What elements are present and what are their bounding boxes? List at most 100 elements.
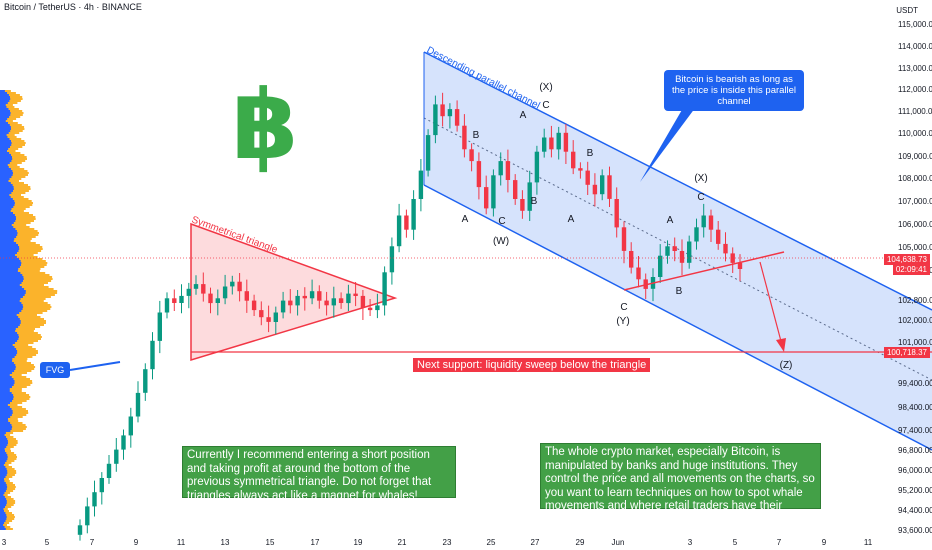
profile-bar <box>0 480 10 482</box>
profile-bar-blue <box>0 148 9 150</box>
candle-body <box>77 525 83 535</box>
profile-bar <box>0 336 42 338</box>
profile-bar-blue <box>0 204 15 206</box>
profile-bar <box>0 116 21 118</box>
profile-bar <box>0 156 27 158</box>
profile-bar <box>0 172 29 174</box>
profile-bar <box>0 298 46 300</box>
profile-bar-blue <box>0 176 12 178</box>
candle-body <box>280 300 286 313</box>
candle-body <box>273 312 278 322</box>
profile-bar <box>0 354 37 356</box>
wave-label: (X) <box>694 173 707 184</box>
profile-bar-blue <box>0 370 15 372</box>
profile-bar-blue <box>0 242 17 244</box>
profile-bar <box>0 300 44 302</box>
profile-bar-blue <box>0 488 7 490</box>
candle-body <box>382 272 387 306</box>
candle-body <box>346 293 351 304</box>
candle-body <box>164 298 170 313</box>
profile-bar-blue <box>0 450 5 452</box>
profile-bar-blue <box>0 206 14 208</box>
profile-bar <box>0 522 10 524</box>
y-tick-label: 113,000.00 <box>898 64 932 73</box>
profile-bar <box>0 498 14 500</box>
x-tick-label: 29 <box>576 538 585 547</box>
candle-body <box>222 286 228 299</box>
profile-bar-blue <box>0 418 8 420</box>
profile-bar-blue <box>0 280 23 282</box>
profile-bar-blue <box>0 188 14 190</box>
profile-bar <box>0 436 14 438</box>
profile-bar <box>0 252 38 254</box>
profile-bar-blue <box>0 238 15 240</box>
profile-bar <box>0 124 22 126</box>
profile-bar <box>0 236 36 238</box>
candle-body <box>128 416 133 436</box>
profile-bar <box>0 380 33 382</box>
profile-bar <box>0 198 29 200</box>
profile-bar-blue <box>0 194 10 196</box>
profile-bar-blue <box>0 514 7 516</box>
profile-bar-blue <box>0 124 10 126</box>
candle-body <box>723 243 728 254</box>
profile-bar-blue <box>0 226 14 228</box>
x-axis: 3 5 7 9 11 13 15 17 19 21 23 25 27 29 Jun 3 5 7 9 11 <box>2 538 873 547</box>
profile-bar <box>0 148 19 150</box>
profile-bar <box>0 430 24 432</box>
candle-body <box>629 251 634 268</box>
profile-bar-blue <box>0 380 15 382</box>
candle-body <box>454 109 460 126</box>
profile-bar <box>0 212 29 214</box>
profile-bar-blue <box>0 384 14 386</box>
profile-bar-blue <box>0 264 21 266</box>
profile-bar <box>0 406 23 408</box>
profile-bar-blue <box>0 490 6 492</box>
profile-bar <box>0 350 38 352</box>
profile-bar-blue <box>0 352 18 354</box>
profile-bar-blue <box>0 388 10 390</box>
profile-bar <box>0 244 40 246</box>
note-short-position: Currently I recommend entering a short p… <box>182 446 456 502</box>
profile-bar <box>0 410 28 412</box>
profile-bar <box>0 228 35 230</box>
profile-bar-blue <box>0 322 21 324</box>
note-manipulation: The whole crypto market, especially Bitc… <box>540 443 821 526</box>
profile-bar-blue <box>0 306 24 308</box>
y-tick-label: 110,000.00 <box>898 129 932 138</box>
profile-bar-blue <box>0 196 11 198</box>
y-tick-label: 106,000.00 <box>898 220 932 229</box>
profile-bar-blue <box>0 106 7 108</box>
profile-bar-blue <box>0 444 8 446</box>
profile-bar <box>0 312 43 314</box>
y-tick-label: 115,000.00 <box>898 20 932 29</box>
profile-bar-blue <box>0 296 23 298</box>
profile-bar <box>0 260 46 262</box>
profile-bar <box>0 528 13 530</box>
profile-bar-blue <box>0 524 4 526</box>
profile-bar <box>0 386 27 388</box>
profile-bar-blue <box>0 376 12 378</box>
candle-body <box>440 104 445 117</box>
candle-body <box>331 298 336 306</box>
profile-bar-blue <box>0 288 25 290</box>
profile-bar-blue <box>0 112 11 114</box>
profile-bar-blue <box>0 400 12 402</box>
profile-bar-blue <box>0 310 22 312</box>
profile-bar <box>0 226 30 228</box>
profile-bar <box>0 240 31 242</box>
profile-bar-blue <box>0 516 7 518</box>
candle-body <box>585 170 590 185</box>
profile-bar <box>0 506 12 508</box>
profile-bar-blue <box>0 496 5 498</box>
profile-bar <box>0 202 33 204</box>
profile-bar <box>0 192 26 194</box>
profile-bar <box>0 466 12 468</box>
profile-bar <box>0 434 11 436</box>
profile-bar-blue <box>0 248 20 250</box>
profile-bar <box>0 504 14 506</box>
profile-bar <box>0 416 23 418</box>
profile-bar <box>0 482 13 484</box>
profile-bar-blue <box>0 480 5 482</box>
